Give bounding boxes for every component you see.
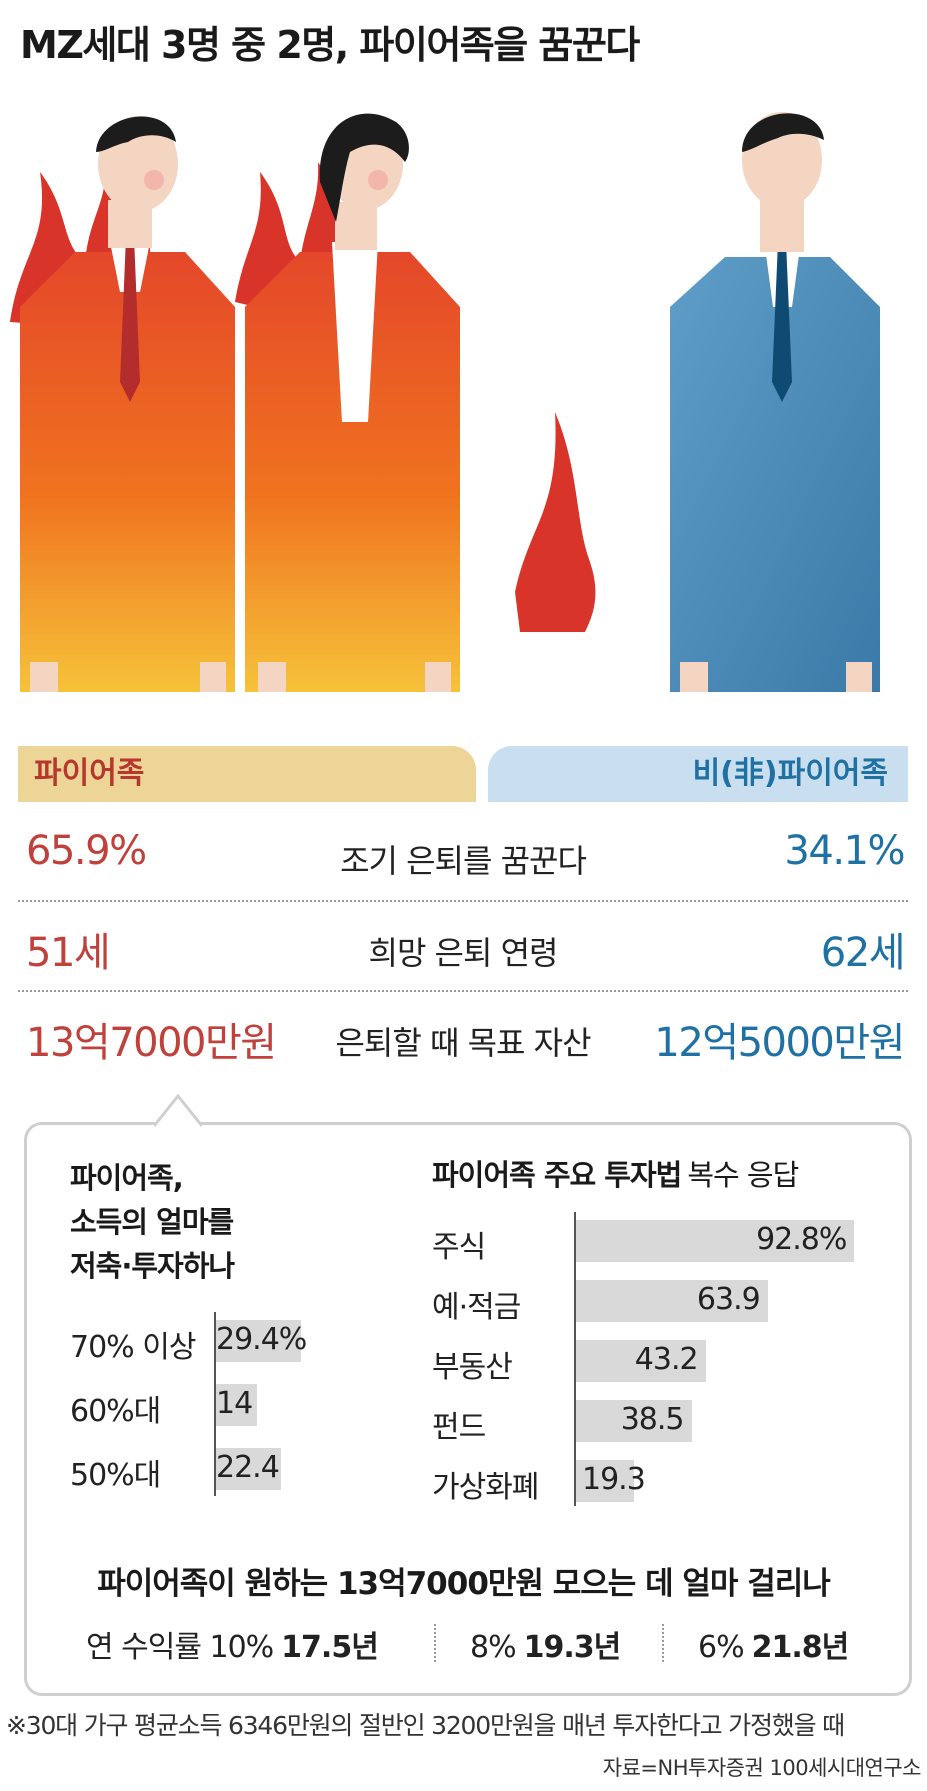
duration-rate: 10% [209,1630,274,1665]
savings-title-line: 소득의 얼마를 [70,1205,234,1239]
invest-bar [576,1220,855,1262]
invest-value-label: 19.3 [582,1462,646,1497]
source: 자료=NH투자증권 100세시대연구소 [602,1756,922,1780]
duration-prefix: 연 수익률 [86,1630,202,1665]
invest-chart-title: 파이어족 주요 투자법 복수 응답 [432,1152,799,1194]
illustration [10,112,880,692]
invest-value-label: 92.8% [756,1222,847,1257]
duration-rate: 6% [698,1630,745,1665]
invest-value-label: 43.2 [634,1342,699,1377]
non-fire-value: 34.1% [784,828,905,874]
invest-category-label: 가상화폐 [432,1470,539,1505]
invest-title: 파이어족 주요 투자법 [432,1158,682,1192]
savings-bar [216,1384,257,1426]
invest-axis [574,1212,576,1506]
compare-label: 조기 은퇴를 꿈꾼다 [340,842,587,880]
savings-category-label: 60%대 [70,1394,161,1429]
duration-item: 6% 21.8년 [698,1622,850,1666]
invest-bar [576,1280,768,1322]
invest-category-label: 부동산 [432,1350,513,1385]
fire-tab: 파이어족 [18,746,476,802]
invest-value-label: 63.9 [696,1282,761,1317]
invest-category-label: 예·적금 [432,1290,521,1325]
duration-rate: 8% [470,1630,517,1665]
invest-subtitle: 복수 응답 [687,1158,799,1192]
fire-value: 65.9% [26,828,147,874]
fire-woman-figure [245,113,460,692]
savings-title-line: 저축·투자하나 [70,1249,235,1283]
fire-man-figure [20,116,235,692]
invest-category-label: 주식 [432,1230,486,1265]
invest-bar [576,1400,692,1442]
divider [18,900,908,902]
savings-value-label: 14 [216,1386,253,1421]
non-fire-tab: 비(非)파이어족 [488,746,908,802]
non-fire-value: 62세 [820,930,906,976]
duration-years: 19.3년 [523,1630,622,1665]
page-title: MZ세대 3명 중 2명, 파이어족을 꿈꾼다 [20,23,640,67]
compare-row-target-asset: 13억7000만원 은퇴할 때 목표 자산 12억5000만원 [18,992,908,1082]
duration-item: 연 수익률 10% 17.5년 [86,1622,379,1666]
savings-value-label: 29.4% [216,1322,307,1357]
panel-pointer [154,1094,202,1127]
savings-chart-title: 파이어족, 소득의 얼마를 저축·투자하나 [70,1156,235,1288]
duration-item: 8% 19.3년 [470,1622,622,1666]
savings-axis [214,1312,216,1496]
invest-value-label: 38.5 [620,1402,685,1437]
fire-value: 13억7000만원 [26,1020,277,1066]
savings-category-label: 70% 이상 [70,1330,196,1365]
fire-value: 51세 [26,930,111,976]
invest-category-label: 펀드 [432,1410,486,1445]
compare-label: 은퇴할 때 목표 자산 [335,1024,591,1062]
divider [18,990,908,992]
compare-label: 희망 은퇴 연령 [368,934,559,972]
duration-years: 17.5년 [281,1630,379,1665]
savings-bar [216,1320,302,1362]
divider [434,1624,436,1662]
invest-bar [576,1340,706,1382]
savings-bar [216,1448,281,1490]
footnote: ※30대 가구 평균소득 6346만원의 절반인 3200만원을 매년 투자한다… [6,1711,845,1740]
divider [662,1624,664,1662]
non-fire-man-figure [670,112,880,692]
savings-title-line: 파이어족, [70,1161,184,1195]
non-fire-value: 12억5000만원 [654,1020,905,1066]
invest-bar [576,1460,634,1502]
savings-value-label: 22.4 [216,1450,280,1485]
duration-years: 21.8년 [751,1630,850,1665]
detail-panel [24,1122,912,1696]
savings-category-label: 50%대 [70,1458,161,1493]
duration-title: 파이어족이 원하는 13억7000만원 모으는 데 얼마 걸리나 [97,1566,831,1602]
compare-row-early-retire: 65.9% 조기 은퇴를 꿈꾼다 34.1% [18,810,908,900]
compare-row-retire-age: 51세 희망 은퇴 연령 62세 [18,902,908,992]
